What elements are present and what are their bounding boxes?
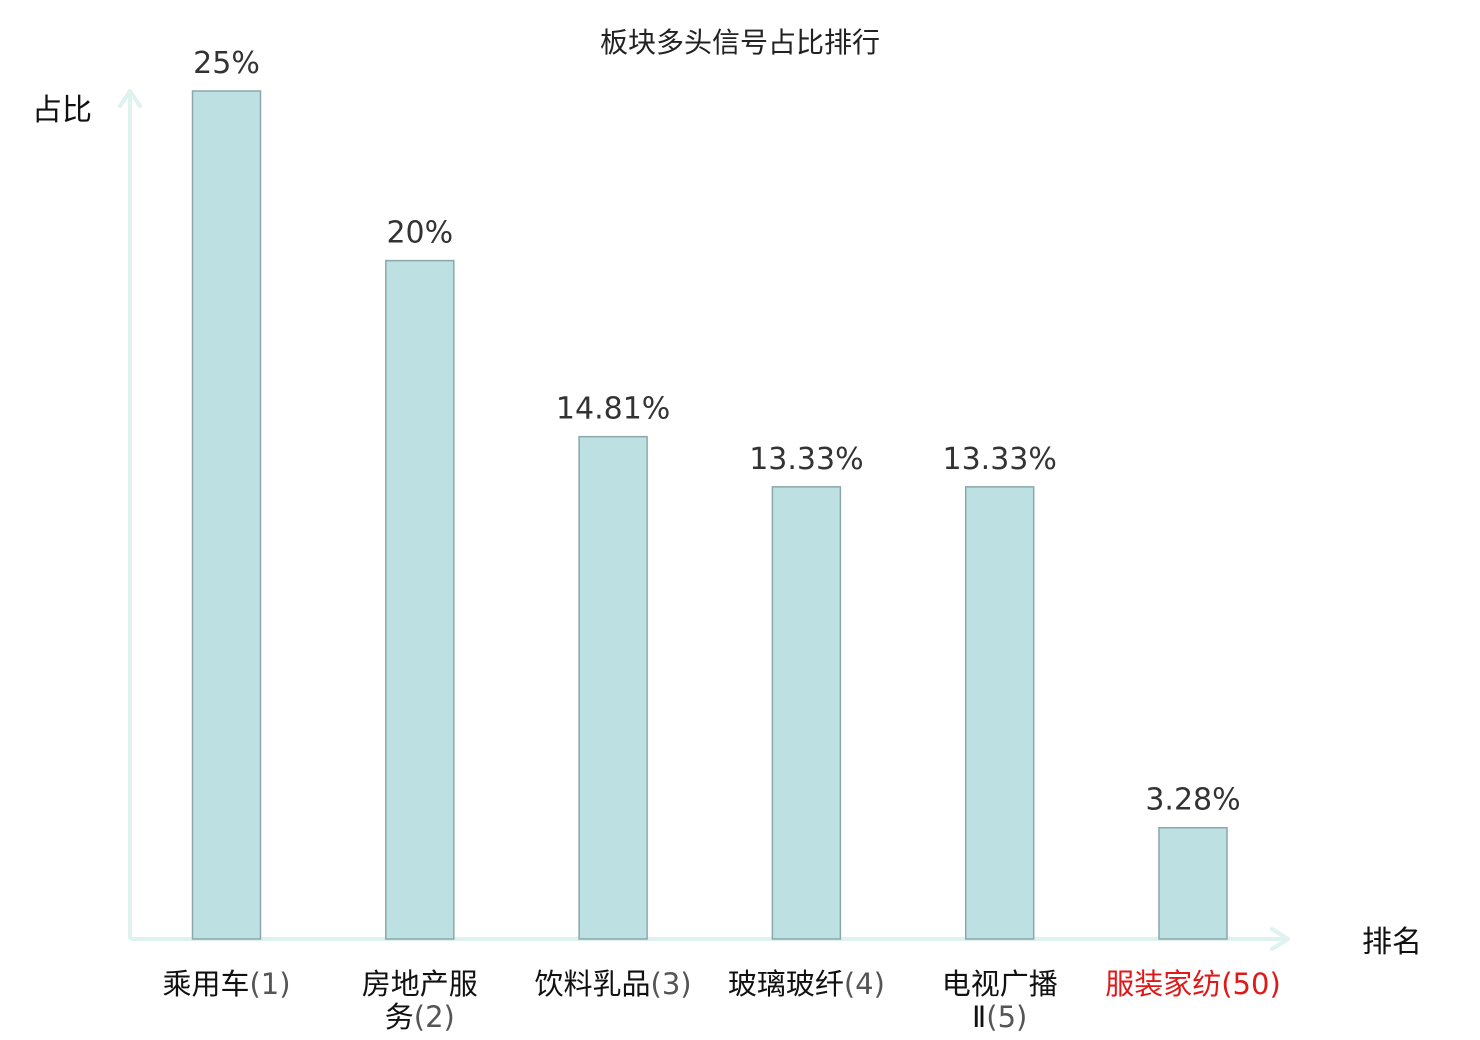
category-rank: (3) (651, 967, 692, 1001)
value-label: 20% (386, 216, 453, 251)
category-label: 玻璃玻纤(4) (728, 967, 885, 1001)
category-labels: 乘用车(1) 房地产服务(2) 饮料乳品(3) 玻璃玻纤(4) 电视广播 Ⅱ(5) 服装家纺… (162, 967, 1280, 1034)
axes (118, 89, 1290, 951)
category-name: Ⅱ (972, 1000, 986, 1034)
bar (385, 259, 455, 940)
y-axis-label: 占比 (32, 93, 92, 128)
value-label: 13.33% (943, 442, 1057, 477)
x-axis-arrow (1270, 927, 1290, 951)
category-name: 玻璃玻纤 (728, 967, 844, 1001)
bar (1158, 826, 1228, 940)
y-axis-arrow (118, 89, 142, 108)
value-label: 25% (193, 46, 260, 81)
category-name: 务 (385, 1000, 414, 1034)
x-axis-label: 排名 (1362, 925, 1422, 960)
category-label: 服装家纺(50) (1105, 967, 1281, 1001)
value-label: 14.81% (556, 392, 670, 427)
category-name: 饮料乳品 (535, 967, 651, 1001)
category-label: 饮料乳品(3) (535, 967, 692, 1001)
category-rank: (50) (1221, 967, 1281, 1001)
category-rank: (4) (844, 967, 885, 1001)
category-rank: (1) (249, 967, 290, 1001)
category-rank: (5) (986, 1000, 1027, 1034)
category-label: 乘用车(1) (162, 967, 290, 1001)
value-label: 13.33% (749, 442, 863, 477)
bars (191, 90, 1228, 940)
category-name: 房地产服 (362, 967, 478, 1001)
value-labels: 25% 20% 14.81% 13.33% 13.33% 3.28% (193, 46, 1241, 818)
bar (964, 486, 1035, 940)
category-name: 电视广播 (942, 967, 1058, 1001)
bar (578, 435, 648, 940)
category-rank: (2) (414, 1000, 455, 1034)
category-label: 房地产服务(2) (362, 967, 478, 1034)
category-name: 乘用车 (162, 967, 249, 1001)
bar (191, 90, 262, 940)
category-label: 电视广播 Ⅱ(5) (942, 967, 1058, 1034)
value-label: 3.28% (1145, 783, 1240, 818)
chart-title: 板块多头信号占比排行 (600, 26, 880, 59)
bar (771, 486, 842, 940)
category-name: 服装家纺 (1105, 967, 1221, 1001)
